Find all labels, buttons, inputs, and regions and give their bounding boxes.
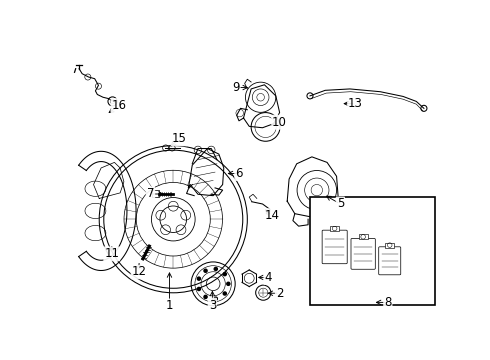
FancyBboxPatch shape: [330, 226, 339, 231]
Text: 9: 9: [232, 81, 240, 94]
Text: 3: 3: [209, 299, 216, 312]
Text: 4: 4: [265, 271, 272, 284]
FancyBboxPatch shape: [385, 243, 394, 248]
Ellipse shape: [214, 267, 218, 271]
Text: 8: 8: [384, 296, 392, 309]
Text: 10: 10: [272, 116, 287, 129]
FancyBboxPatch shape: [379, 247, 401, 275]
FancyBboxPatch shape: [351, 238, 375, 269]
Ellipse shape: [214, 296, 218, 301]
Ellipse shape: [203, 269, 208, 273]
Ellipse shape: [222, 291, 227, 296]
Text: 7: 7: [147, 188, 154, 201]
Text: 11: 11: [104, 247, 119, 260]
FancyBboxPatch shape: [322, 230, 347, 264]
Ellipse shape: [222, 272, 227, 276]
Text: 16: 16: [111, 99, 126, 112]
Text: 5: 5: [337, 198, 344, 211]
Ellipse shape: [203, 294, 208, 299]
Text: 1: 1: [166, 300, 173, 312]
Text: 14: 14: [265, 209, 279, 222]
FancyBboxPatch shape: [310, 197, 435, 305]
Text: 6: 6: [235, 167, 243, 180]
Ellipse shape: [196, 276, 201, 281]
Ellipse shape: [196, 287, 201, 291]
Text: 13: 13: [348, 97, 363, 110]
FancyBboxPatch shape: [151, 190, 159, 197]
FancyBboxPatch shape: [359, 234, 368, 239]
Text: 12: 12: [132, 265, 147, 278]
Ellipse shape: [226, 282, 231, 286]
Text: 15: 15: [172, 132, 186, 145]
Text: 2: 2: [276, 287, 283, 300]
